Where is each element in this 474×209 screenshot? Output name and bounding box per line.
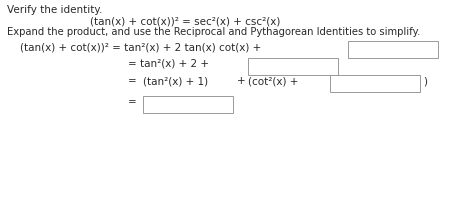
- Text: Verify the identity.: Verify the identity.: [7, 5, 102, 15]
- Text: = tan²(x) + 2 +: = tan²(x) + 2 +: [128, 59, 209, 69]
- FancyBboxPatch shape: [248, 58, 338, 75]
- Text: (cot²(x) +: (cot²(x) +: [248, 76, 298, 86]
- Text: ): ): [423, 76, 427, 86]
- FancyBboxPatch shape: [348, 41, 438, 58]
- Text: (tan(x) + cot(x))² = sec²(x) + csc²(x): (tan(x) + cot(x))² = sec²(x) + csc²(x): [90, 16, 281, 26]
- Text: +: +: [237, 76, 246, 86]
- Text: (tan(x) + cot(x))² = tan²(x) + 2 tan(x) cot(x) +: (tan(x) + cot(x))² = tan²(x) + 2 tan(x) …: [20, 42, 261, 52]
- Text: (tan²(x) + 1): (tan²(x) + 1): [143, 76, 208, 86]
- FancyBboxPatch shape: [330, 75, 420, 92]
- Text: =: =: [128, 97, 137, 107]
- Text: =: =: [128, 76, 137, 86]
- Text: Expand the product, and use the Reciprocal and Pythagorean Identities to simplif: Expand the product, and use the Reciproc…: [7, 27, 420, 37]
- FancyBboxPatch shape: [143, 96, 233, 113]
